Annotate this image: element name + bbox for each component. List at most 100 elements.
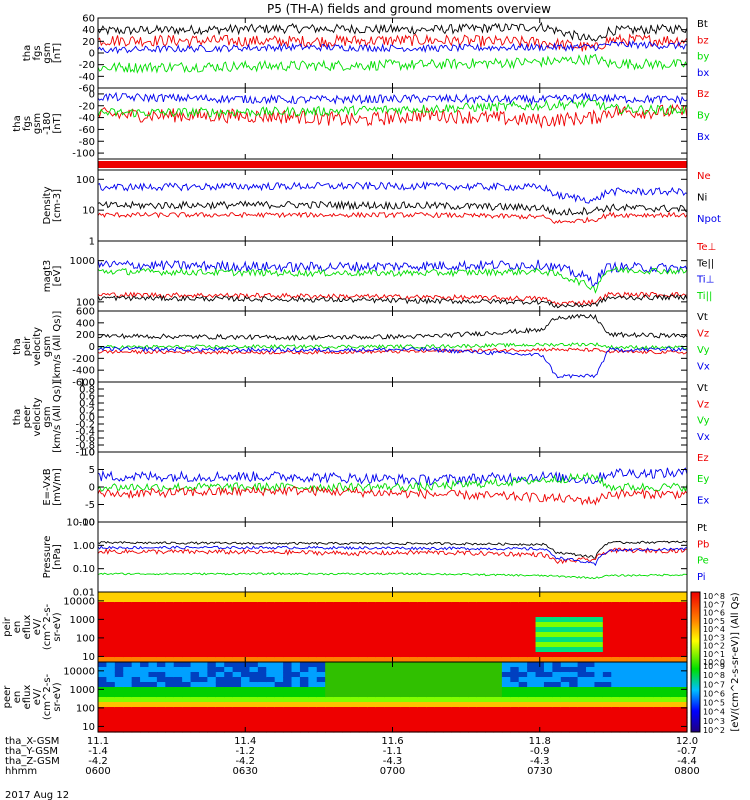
spectrogram-cell (560, 592, 570, 598)
spectrogram-cell (156, 607, 166, 613)
spectrogram-cell (350, 642, 360, 648)
spectrogram-cell (165, 717, 175, 723)
spectrogram-cell (501, 602, 511, 608)
legend-entry: bz (697, 35, 709, 46)
spectrogram-cell (316, 697, 326, 703)
panel-frame (97, 17, 688, 89)
spectrogram-cell (148, 622, 158, 628)
spectrogram-cell (586, 612, 596, 618)
spectrogram-cell (543, 617, 553, 623)
spectrogram-cell (140, 727, 150, 733)
y-tick-label: 0.2 (79, 406, 95, 417)
spectrogram-cell (619, 642, 629, 648)
spectrogram-cell (468, 657, 478, 663)
spectrogram-cell (350, 662, 360, 668)
spectrogram-cell (527, 672, 537, 678)
spectrogram-cell (308, 672, 318, 678)
spectrogram-cell (468, 617, 478, 623)
spectrogram-cell (485, 687, 495, 693)
spectrogram-cell (131, 627, 141, 633)
spectrogram-cell (173, 607, 183, 613)
spectrogram-cell (249, 677, 259, 683)
y-tick-label: 1000 (70, 615, 95, 626)
spectrogram-cell (325, 637, 335, 643)
spectrogram-cell (249, 707, 259, 713)
spectrogram-cell (131, 602, 141, 608)
spectrogram-cell (560, 637, 570, 643)
spectrogram-cell (358, 647, 368, 653)
spectrogram-cell (123, 622, 133, 628)
spectrogram-cell (190, 722, 200, 728)
spectrogram-cell (619, 662, 629, 668)
spectrogram-cell (653, 692, 663, 698)
spectrogram-cell (375, 717, 385, 723)
spectrogram-cell (493, 717, 503, 723)
spectrogram-cell (417, 682, 427, 688)
spectrogram-cell (182, 707, 192, 713)
spectrogram-cell (215, 612, 225, 618)
spectrogram-cell (266, 607, 276, 613)
y-tick-label: -0.6 (75, 434, 95, 445)
spectrogram-cell (333, 707, 343, 713)
spectrogram-cell (442, 652, 452, 658)
spectrogram-cell (224, 632, 234, 638)
spectrogram-cell (131, 692, 141, 698)
y-tick-label: 0 (89, 89, 95, 100)
spectrogram-cell (165, 622, 175, 628)
spectrogram-cell (510, 712, 520, 718)
spectrogram-cell (106, 642, 116, 648)
spectrogram-cell (190, 617, 200, 623)
spectrogram-cell (670, 597, 680, 603)
spectrogram-cell (619, 677, 629, 683)
spectrogram-cell (106, 672, 116, 678)
spectrogram-cell (140, 617, 150, 623)
spectrogram-cell (510, 602, 520, 608)
spectrogram-cell (358, 662, 368, 668)
spectrogram-cell (644, 707, 654, 713)
spectrogram-cell (156, 622, 166, 628)
spectrogram-cell (552, 622, 562, 628)
spectrogram-cell (274, 682, 284, 688)
spectrogram-cell (384, 697, 394, 703)
spectrogram-cell (190, 697, 200, 703)
spectrogram-cell (628, 602, 638, 608)
spectrogram-cell (594, 662, 604, 668)
spectrogram-cell (114, 657, 124, 663)
spectrogram-cell (375, 622, 385, 628)
x-axis-value: -4.2 (88, 756, 108, 767)
series-line-Ex (97, 467, 688, 486)
spectrogram-cell (527, 607, 537, 613)
spectrogram-cell (249, 667, 259, 673)
spectrogram-cell (586, 722, 596, 728)
spectrogram-cell (156, 657, 166, 663)
spectrogram-cell (459, 622, 469, 628)
spectrogram-cell (232, 642, 242, 648)
spectrogram-cell (232, 617, 242, 623)
spectrogram-cell (274, 612, 284, 618)
spectrogram-cell (316, 707, 326, 713)
spectrogram-cell (434, 657, 444, 663)
spectrogram-cell (644, 662, 654, 668)
spectrogram-cell (392, 607, 402, 613)
spectrogram-cell (644, 652, 654, 658)
spectrogram-cell (400, 607, 410, 613)
spectrogram-cell (249, 592, 259, 598)
spectrogram-cell (114, 597, 124, 603)
spectrogram-cell (552, 682, 562, 688)
spectrogram-cell (409, 662, 419, 668)
spectrogram-cell (140, 592, 150, 598)
spectrogram-cell (653, 612, 663, 618)
spectrogram-cell (123, 657, 133, 663)
spectrogram-cell (350, 727, 360, 733)
spectrogram-cell (543, 682, 553, 688)
spectrogram-cell (400, 702, 410, 708)
spectrogram-cell (510, 632, 520, 638)
spectrogram-cell (468, 692, 478, 698)
spectrogram-cell (434, 692, 444, 698)
spectrogram-cell (493, 697, 503, 703)
spectrogram-cell (308, 607, 318, 613)
spectrogram-cell (594, 592, 604, 598)
spectrogram-cell (501, 632, 511, 638)
spectrogram-cell (207, 727, 217, 733)
spectrogram-cell (392, 652, 402, 658)
